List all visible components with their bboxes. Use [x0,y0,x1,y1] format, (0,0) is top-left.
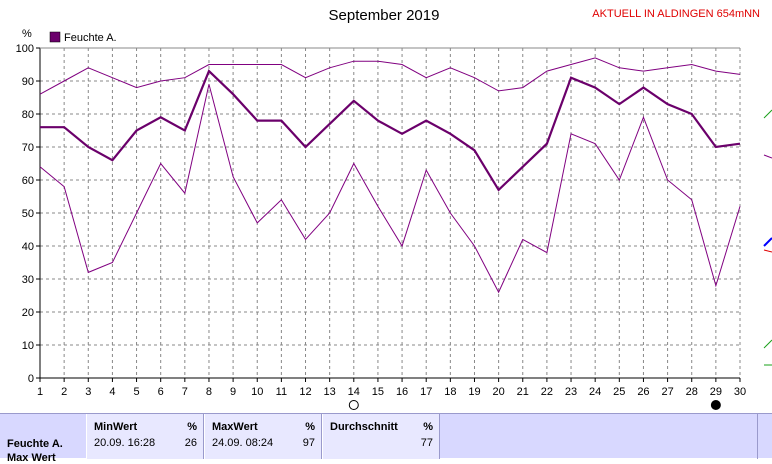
avg-value: 77 [420,437,433,449]
y-tick-label: 80 [22,109,34,121]
y-axis-unit: % [22,28,32,40]
x-tick-label: 17 [420,386,432,398]
max-cell: MaxWert % 24.09. 08:24 97 [204,414,322,459]
x-tick-label: 19 [468,386,480,398]
legend-label: Feuchte A. [64,32,117,44]
x-tick-label: 21 [517,386,529,398]
x-tick-label: 18 [444,386,456,398]
y-tick-label: 100 [16,43,34,55]
min-unit: % [187,421,197,433]
x-tick-label: 14 [348,386,360,398]
y-tick-label: 50 [22,208,34,220]
x-tick-label: 28 [686,386,698,398]
moon-markers [348,400,721,410]
series-line-avg [40,69,741,192]
min-value: 26 [184,437,197,449]
x-tick-label: 26 [637,386,649,398]
min-cell: MinWert % 20.09. 16:28 26 [86,414,204,459]
station-label: AKTUELL IN ALDINGEN 654mNN [592,8,760,20]
stats-panel: Feuchte A. Max Wert MinWert % 20.09. 16:… [0,413,772,464]
stats-row-label-2: Max Wert [7,452,56,464]
x-tick-label: 4 [109,386,115,398]
x-tick-label: 27 [661,386,673,398]
y-tick-label: 10 [22,340,34,352]
max-time: 24.09. 08:24 [212,437,274,449]
x-tick-label: 8 [206,386,212,398]
y-tick-label: 90 [22,76,34,88]
x-tick-label: 11 [276,386,287,398]
avg-unit: % [423,421,433,433]
legend-swatch [49,31,61,43]
y-ticks: 0 10 20 30 40 50 60 70 80 90 100 [16,43,40,385]
y-tick-label: 0 [28,373,34,385]
humidity-chart: September 2019 AKTUELL IN ALDINGEN 654mN… [16,7,772,410]
full-moon-icon [348,400,359,410]
avg-header: Durchschnitt [330,421,398,433]
legend: Feuchte A. [49,31,117,44]
x-tick-label: 16 [396,386,408,398]
series-lines [39,57,741,294]
new-moon-icon [710,400,721,410]
x-tick-label: 24 [589,386,601,398]
side-cell [757,414,772,459]
x-tick-label: 25 [613,386,625,398]
x-tick-label: 3 [85,386,91,398]
x-tick-label: 10 [251,386,263,398]
y-tick-label: 20 [22,307,34,319]
x-tick-label: 30 [734,386,746,398]
max-value: 97 [302,437,315,449]
x-ticks: 1 2 3 4 5 6 7 8 9 10 11 12 13 14 15 16 17 18 19 20 21 22 23 24 2… [37,378,746,398]
max-unit: % [305,421,315,433]
x-tick-label: 7 [182,386,188,398]
stats-label-cell: Feuchte A. Max Wert [0,414,86,464]
y-tick-label: 70 [22,142,34,154]
x-tick-label: 5 [133,386,139,398]
min-time: 20.09. 16:28 [94,437,156,449]
x-tick-label: 23 [565,386,577,398]
x-tick-label: 15 [372,386,384,398]
min-header: MinWert [94,421,138,433]
series-line-max [39,57,741,95]
grid [40,47,741,378]
x-tick-label: 1 [37,386,43,398]
avg-cell: Durchschnitt % 77 [322,414,440,459]
y-tick-label: 60 [22,175,34,187]
side-fragments [763,109,772,366]
x-tick-label: 13 [324,386,336,398]
max-header: MaxWert [212,421,258,433]
x-tick-label: 2 [61,386,67,398]
x-tick-label: 9 [230,386,236,398]
x-tick-label: 6 [158,386,164,398]
x-tick-label: 20 [492,386,504,398]
x-tick-label: 22 [541,386,553,398]
x-tick-label: 29 [710,386,722,398]
y-tick-label: 30 [22,274,34,286]
chart-title: September 2019 [329,7,440,24]
x-tick-label: 12 [299,386,311,398]
stats-row-label: Feuchte A. [7,438,63,450]
y-tick-label: 40 [22,241,34,253]
series-line-min [39,84,741,294]
